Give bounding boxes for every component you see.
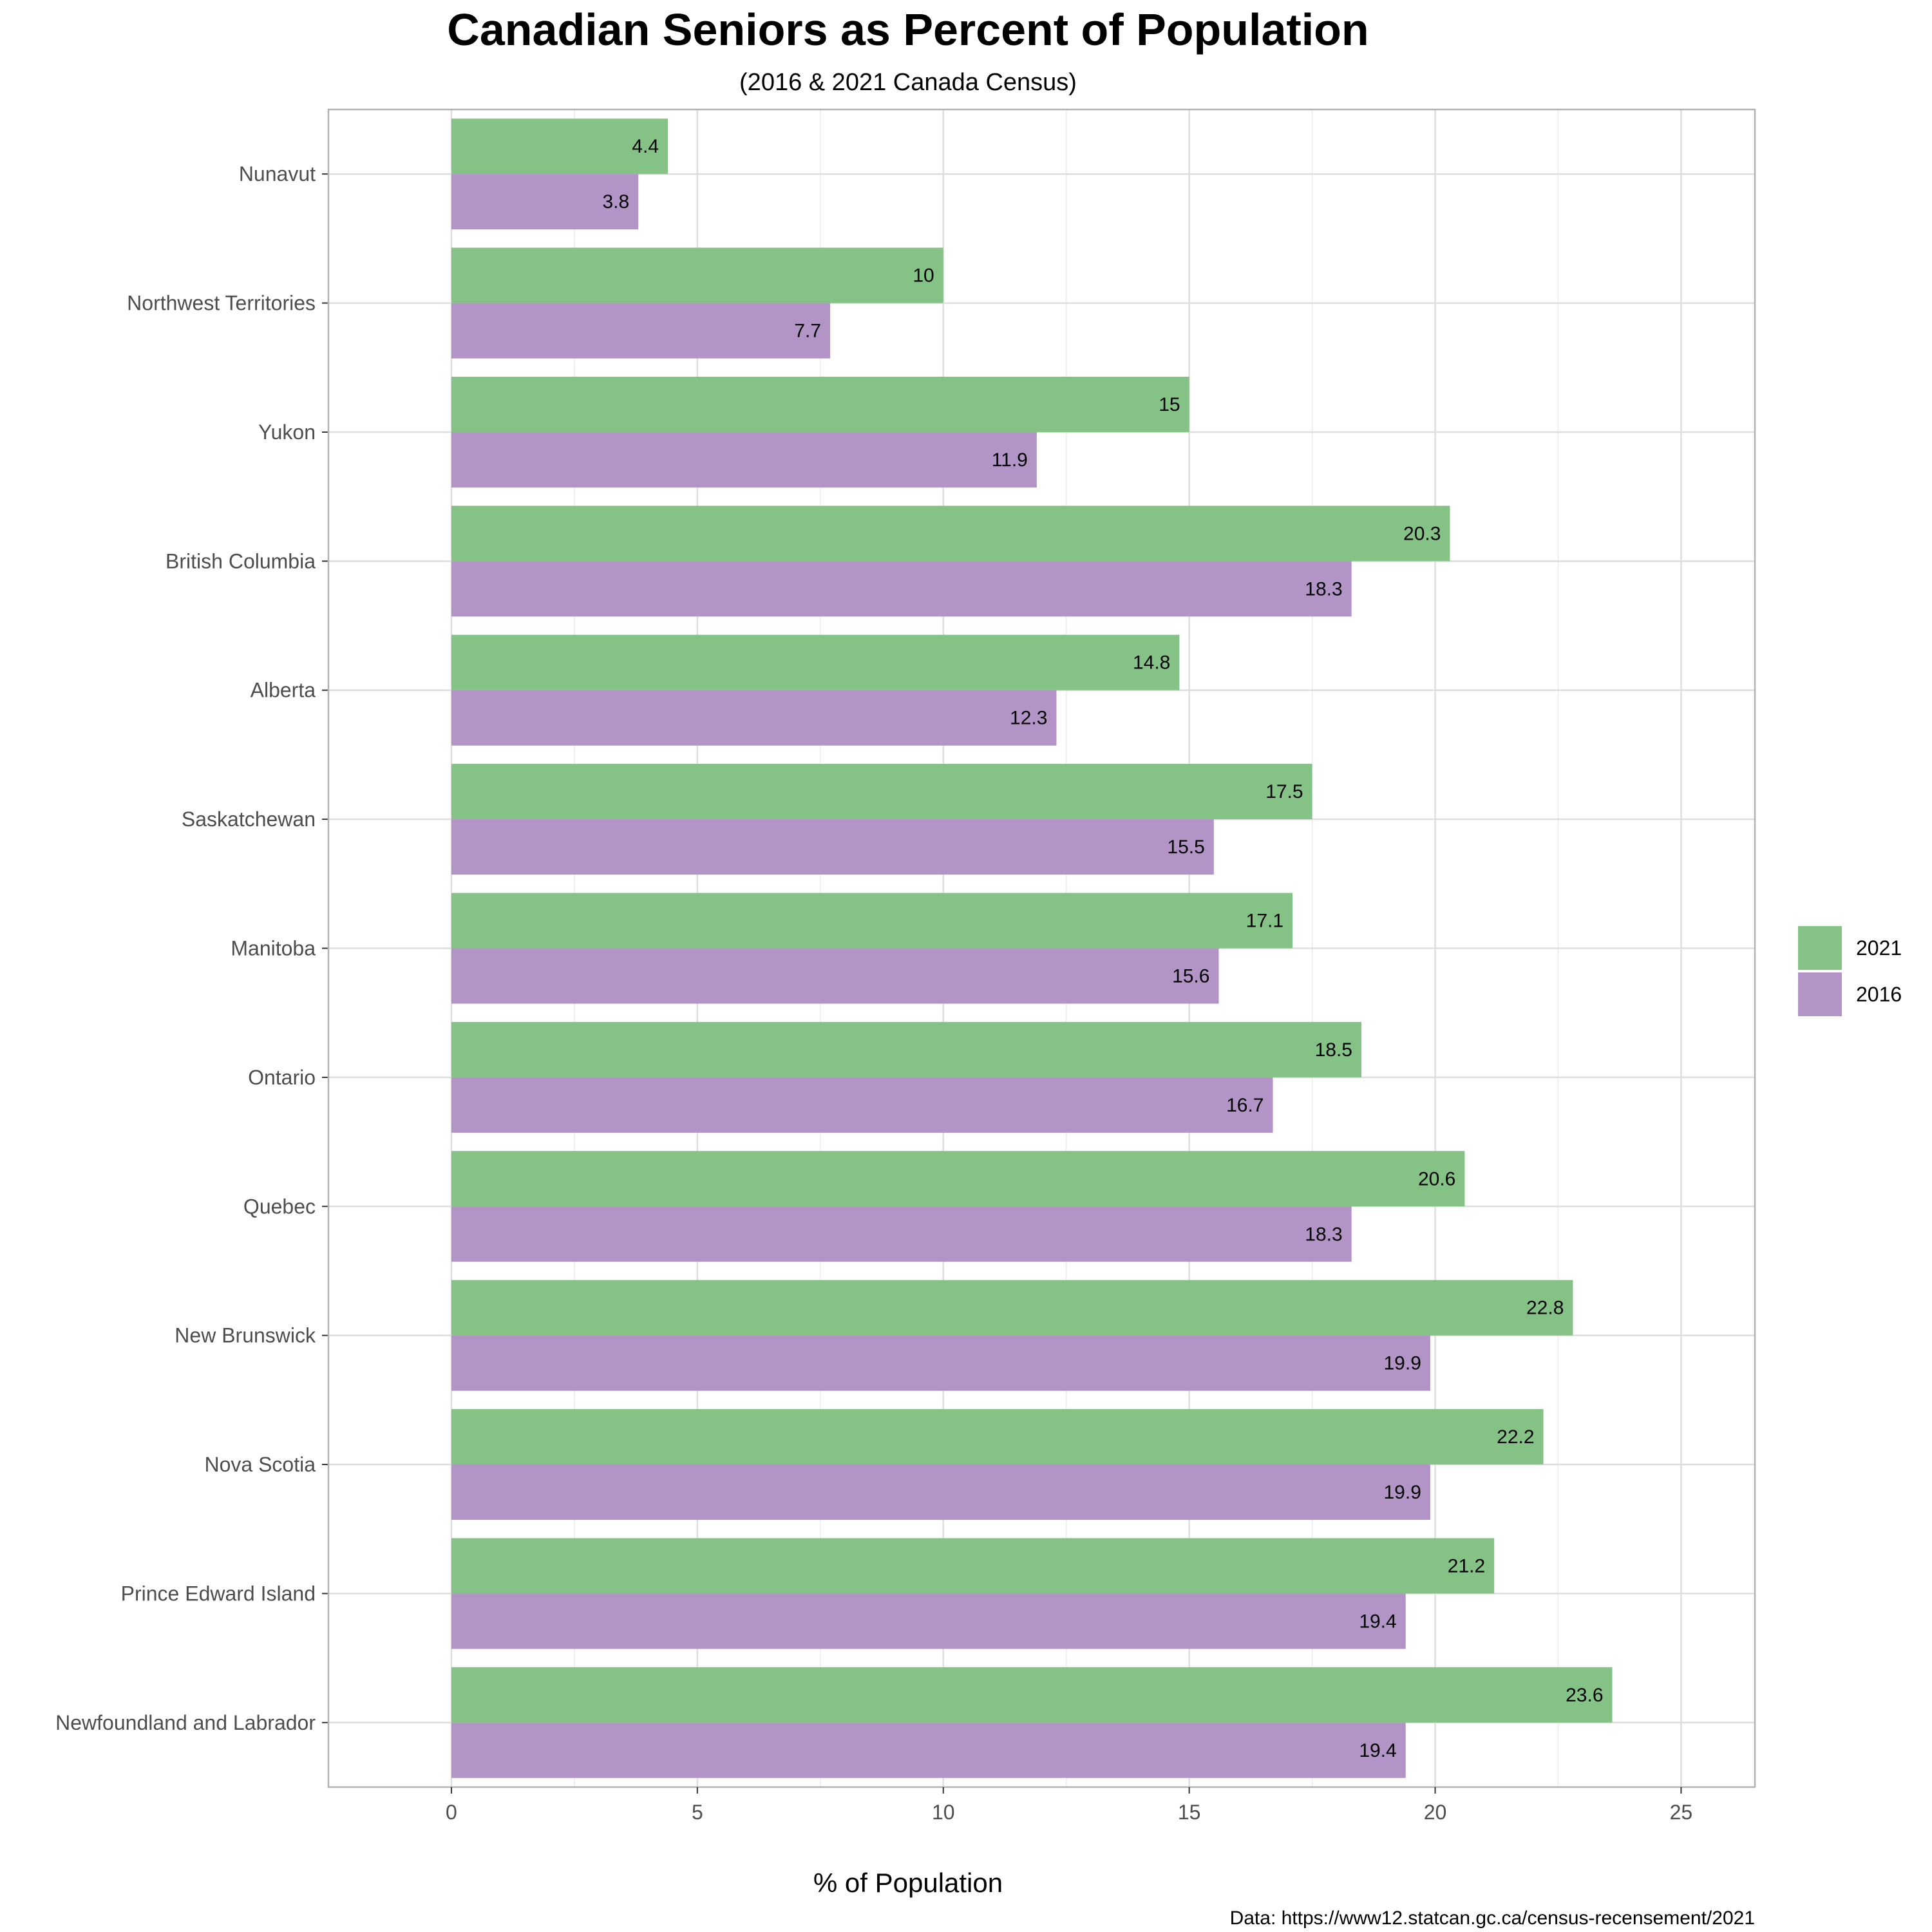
legend-key-2021: [1798, 926, 1842, 970]
bar-2021: [451, 1538, 1495, 1594]
bar-value-label: 17.5: [1265, 781, 1303, 802]
bar-value-label: 12.3: [1010, 708, 1047, 729]
y-tick-label: British Columbia: [166, 549, 316, 573]
y-tick-label: Nova Scotia: [204, 1453, 316, 1476]
bar-value-label: 17.1: [1246, 911, 1283, 932]
bar-value-label: 18.3: [1305, 578, 1342, 600]
bar-value-label: 19.4: [1359, 1611, 1396, 1632]
y-tick-label: Alberta: [251, 679, 316, 702]
bar-2021: [451, 764, 1312, 820]
bar-2016: [451, 690, 1057, 746]
bar-value-label: 15: [1159, 394, 1180, 415]
bar-2016: [451, 303, 831, 359]
y-tick-label: Ontario: [248, 1066, 316, 1089]
bar-2016: [451, 561, 1352, 617]
bar-value-label: 15.5: [1167, 837, 1204, 858]
bar-2016: [451, 948, 1219, 1004]
y-tick-label: Yukon: [258, 421, 316, 444]
y-tick-label: Saskatchewan: [182, 808, 316, 831]
legend-key-2016: [1798, 972, 1842, 1016]
bar-2016: [451, 1077, 1273, 1133]
y-tick-label: Prince Edward Island: [121, 1582, 316, 1605]
bar-2021: [451, 1409, 1544, 1465]
bar-value-label: 16.7: [1226, 1095, 1264, 1116]
x-tick-label: 0: [446, 1801, 457, 1824]
bar-2021: [451, 1021, 1361, 1077]
bar-value-label: 10: [913, 265, 934, 287]
bar-value-label: 19.9: [1384, 1482, 1421, 1503]
y-tick-label: Northwest Territories: [127, 292, 316, 315]
bar-2021: [451, 118, 668, 175]
bar-value-label: 19.4: [1359, 1740, 1396, 1761]
legend-label: 2016: [1856, 983, 1902, 1006]
bar-2021: [451, 634, 1180, 690]
bar-value-label: 22.8: [1526, 1298, 1564, 1319]
data-source-caption: Data: https://www12.statcan.gc.ca/census…: [1230, 1908, 1755, 1929]
bar-value-label: 14.8: [1133, 652, 1170, 674]
x-tick-label: 10: [932, 1801, 955, 1824]
bar-value-label: 3.8: [602, 191, 629, 213]
bar-2016: [451, 1593, 1406, 1649]
bar-value-label: 20.3: [1403, 523, 1441, 544]
plot-area: 4.4 3.8 Nunavut 10 7.7 Northwest Territories 1…: [55, 108, 1756, 1824]
bar-2016: [451, 1335, 1430, 1391]
y-tick-label: New Brunswick: [175, 1324, 316, 1347]
bar-2021: [451, 893, 1293, 949]
chart-title: Canadian Seniors as Percent of Populatio…: [447, 5, 1368, 55]
bar-2016: [451, 174, 639, 230]
bar-2016: [451, 1464, 1430, 1520]
y-tick-label: Nunavut: [239, 162, 316, 185]
bar-value-label: 18.3: [1305, 1224, 1342, 1245]
bar-2021: [451, 247, 943, 303]
bar-value-label: 21.2: [1448, 1555, 1485, 1577]
bar-2016: [451, 1206, 1352, 1262]
y-tick-label: Newfoundland and Labrador: [55, 1711, 316, 1734]
bar-2016: [451, 1722, 1406, 1778]
chart-subtitle: (2016 & 2021 Canada Census): [739, 69, 1077, 96]
y-tick-label: Manitoba: [231, 937, 316, 960]
bar-value-label: 11.9: [992, 450, 1028, 471]
legend: 2021 2016: [1798, 926, 1902, 1016]
bar-value-label: 23.6: [1566, 1685, 1603, 1706]
bar-2021: [451, 1667, 1613, 1723]
bar-value-label: 18.5: [1315, 1039, 1352, 1061]
bar-2021: [451, 506, 1450, 562]
x-axis-title: % of Population: [813, 1868, 1003, 1898]
bar-value-label: 7.7: [794, 321, 821, 342]
bar-value-label: 4.4: [632, 136, 659, 157]
bar-value-label: 20.6: [1418, 1168, 1455, 1189]
x-tick-label: 25: [1670, 1801, 1693, 1824]
x-tick-label: 5: [692, 1801, 703, 1824]
bar-2016: [451, 819, 1214, 875]
bar-value-label: 19.9: [1384, 1353, 1421, 1374]
bar-value-label: 22.2: [1497, 1426, 1534, 1448]
bar-2016: [451, 431, 1037, 488]
bar-2021: [451, 376, 1189, 432]
bar-2021: [451, 1151, 1465, 1207]
x-tick-label: 15: [1178, 1801, 1201, 1824]
bar-2021: [451, 1280, 1573, 1336]
bar-value-label: 15.6: [1172, 966, 1209, 987]
y-tick-label: Quebec: [243, 1195, 316, 1218]
x-tick-label: 20: [1424, 1801, 1447, 1824]
plot-border: [327, 108, 1756, 1788]
legend-label: 2021: [1856, 936, 1902, 960]
